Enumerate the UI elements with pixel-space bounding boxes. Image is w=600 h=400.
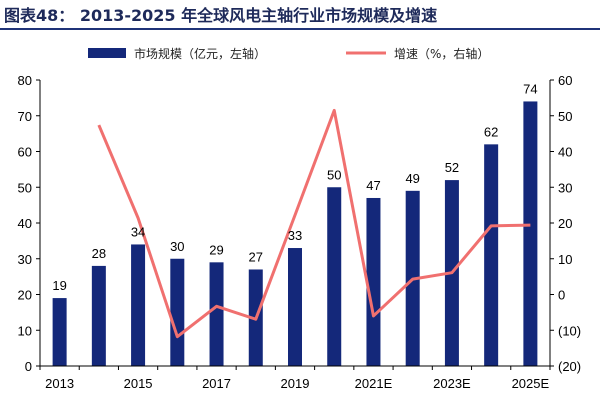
left-tick-label: 70 <box>18 109 32 124</box>
bar-2014 <box>91 265 106 366</box>
bar-2021E <box>366 197 381 366</box>
x-tick-label: 2013 <box>45 376 74 391</box>
right-tick-label: 30 <box>558 180 572 195</box>
left-tick-label: 60 <box>18 145 32 160</box>
legend-bar-swatch <box>88 48 126 58</box>
x-tick-label: 2015 <box>124 376 153 391</box>
bar-2017 <box>209 262 224 366</box>
axes: 0 10 20 30 40 50 60 70 80 (20) (10) 0 10 20 30 40 50 60 20… <box>18 73 582 391</box>
left-tick-label: 40 <box>18 216 32 231</box>
right-tick-label: (10) <box>558 323 581 338</box>
data-label-2014: 28 <box>92 246 106 261</box>
data-label-2016: 30 <box>170 239 184 254</box>
data-label-2022E: 49 <box>405 171 419 186</box>
right-tick-label: 50 <box>558 109 572 124</box>
right-tick-label: 20 <box>558 216 572 231</box>
bar-2016 <box>170 258 185 366</box>
figure-title: 图表48： 2013-2025 年全球风电主轴行业市场规模及增速 <box>4 6 438 25</box>
data-label-2018: 27 <box>249 249 263 264</box>
x-tick-label: 2017 <box>202 376 231 391</box>
left-tick-label: 20 <box>18 288 32 303</box>
data-label-2013: 19 <box>52 278 66 293</box>
bar-2019 <box>288 248 302 366</box>
legend-bar-label: 市场规模（亿元，左轴） <box>134 46 266 61</box>
x-tick-label: 2025E <box>512 376 550 391</box>
left-tick-label: 0 <box>25 359 32 374</box>
data-label-2023E: 52 <box>445 160 459 175</box>
data-label-2025E: 74 <box>523 81 537 96</box>
data-label-2019: 33 <box>288 228 302 243</box>
data-labels: 19 28 34 30 29 27 33 50 47 49 52 62 74 <box>52 81 537 293</box>
left-tick-label: 50 <box>18 180 32 195</box>
right-tick-label: 60 <box>558 73 572 88</box>
title-underline <box>0 28 600 30</box>
growth-line-series <box>97 108 531 339</box>
bar-series <box>52 101 538 366</box>
right-tick-label: 40 <box>558 145 572 160</box>
growth-line <box>97 108 531 339</box>
data-label-2021E: 47 <box>366 178 380 193</box>
legend-line-label: 增速（%，右轴） <box>394 46 489 61</box>
data-label-2020: 50 <box>327 167 341 182</box>
left-tick-label: 10 <box>18 323 32 338</box>
bar-2025E <box>523 101 538 366</box>
left-tick-label: 30 <box>18 252 32 267</box>
data-label-2017: 29 <box>209 242 223 257</box>
legend: 市场规模（亿元，左轴） 增速（%，右轴） <box>88 46 489 61</box>
data-label-2015: 34 <box>131 224 145 239</box>
right-tick-label: 0 <box>558 288 565 303</box>
bar-2020 <box>327 187 342 366</box>
x-tick-label: 2019 <box>281 376 310 391</box>
data-label-2024E: 62 <box>484 124 498 139</box>
x-tick-label: 2023E <box>433 376 471 391</box>
right-tick-label: (20) <box>558 359 581 374</box>
right-tick-label: 10 <box>558 252 572 267</box>
left-tick-label: 80 <box>18 73 32 88</box>
bar-2015 <box>131 244 146 366</box>
bar-2013 <box>52 298 67 366</box>
bar-2024E <box>484 144 499 366</box>
x-tick-label: 2021E <box>355 376 393 391</box>
